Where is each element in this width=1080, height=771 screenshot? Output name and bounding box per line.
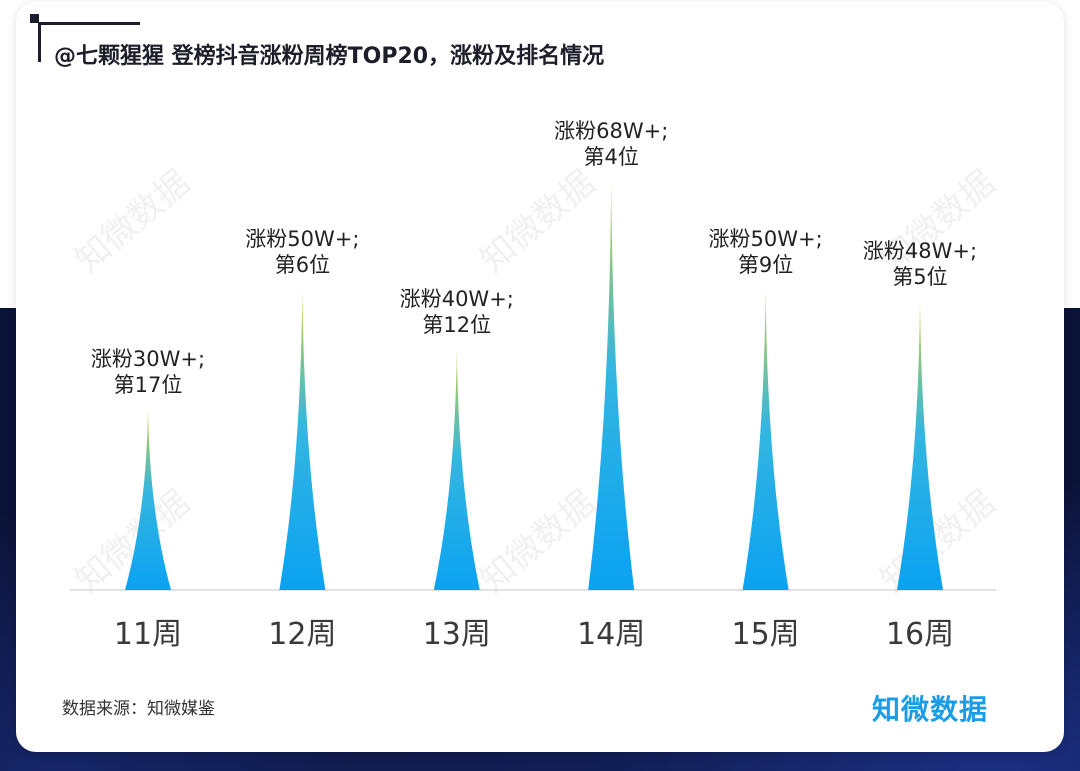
data-label-0-line-1: 第17位 — [114, 373, 183, 397]
watermark-0: 知微数据 — [68, 163, 198, 281]
data-label-4-line-1: 第9位 — [738, 253, 793, 277]
chart-card — [16, 2, 1064, 752]
peak-16周 — [897, 302, 943, 590]
x-tick-label-0: 11周 — [114, 617, 182, 652]
corner-accent-vertical — [38, 22, 41, 62]
peak-15周 — [742, 290, 789, 590]
x-axis-tick-labels: 11周 12周 13周 14周 15周 16周 — [114, 617, 954, 652]
watermark-1: 知微数据 — [473, 163, 603, 281]
peak-14周 — [588, 182, 635, 590]
watermark-4: 知微数据 — [473, 483, 603, 601]
corner-accent-horizontal — [38, 22, 140, 25]
brand-logo-text: 知微数据 — [872, 693, 989, 726]
x-tick-label-5: 16周 — [886, 617, 954, 652]
data-label-5-line-1: 第5位 — [892, 265, 947, 289]
corner-accent-square — [30, 14, 39, 23]
data-label-3-line-0: 涨粉68W+; — [554, 119, 668, 143]
data-label-4-line-0: 涨粉50W+; — [709, 227, 823, 251]
data-label-1-line-1: 第6位 — [275, 253, 330, 277]
data-source-note: 数据来源：知微媒鉴 — [62, 699, 215, 719]
peak-11周 — [125, 410, 171, 590]
peak-13周 — [433, 350, 480, 590]
peak-12周 — [279, 290, 326, 590]
peak-series — [125, 182, 943, 590]
x-tick-label-2: 13周 — [423, 617, 491, 652]
chart-title: @七颗猩猩 登榜抖音涨粉周榜TOP20，涨粉及排名情况 — [54, 44, 605, 69]
data-label-1-line-0: 涨粉50W+; — [245, 227, 359, 251]
data-label-2-line-1: 第12位 — [422, 313, 491, 337]
data-label-2-line-0: 涨粉40W+; — [400, 287, 514, 311]
x-tick-label-4: 15周 — [732, 617, 800, 652]
x-tick-label-3: 14周 — [577, 617, 645, 652]
data-label-0-line-0: 涨粉30W+; — [91, 347, 205, 371]
x-tick-label-1: 12周 — [268, 617, 336, 652]
data-label-3-line-1: 第4位 — [584, 145, 639, 169]
data-labels: 涨粉30W+;第17位涨粉50W+;第6位涨粉40W+;第12位涨粉68W+;第… — [91, 119, 977, 397]
data-label-5-line-0: 涨粉48W+; — [863, 239, 977, 263]
